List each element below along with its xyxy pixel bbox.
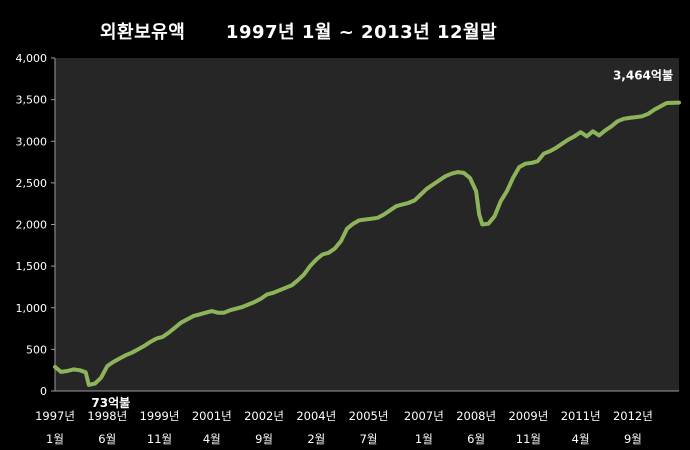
annotation-end: 3,464억불: [613, 69, 673, 83]
x-tick-month: 6월: [467, 432, 485, 446]
x-tick-year: 2011년: [561, 409, 601, 423]
x-tick-year: 2008년: [456, 409, 496, 423]
x-tick-month: 4월: [572, 432, 590, 446]
title-main: 외환보유액: [100, 22, 186, 43]
y-tick-label: 2,500: [16, 177, 48, 190]
x-tick-month: 6월: [98, 432, 116, 446]
plot-area: [55, 58, 679, 391]
x-tick-year: 1997년: [35, 409, 75, 423]
annotations: 73억불 3,464억불: [91, 69, 673, 410]
x-tick-year: 2005년: [349, 409, 389, 423]
series-line: [53, 100, 681, 387]
x-tick-month: 7월: [360, 432, 378, 446]
x-tick-month: 11월: [147, 432, 172, 446]
x-tick-month: 9월: [255, 432, 273, 446]
x-tick-year: 2009년: [508, 409, 548, 423]
y-tick-label: 500: [26, 343, 47, 356]
x-tick-year: 2004년: [296, 409, 336, 423]
y-tick-label: 2,000: [16, 219, 48, 232]
y-tick-label: 3,000: [16, 135, 48, 148]
x-tick-year: 1998년: [87, 409, 127, 423]
chart-title: 외환보유액 1997년 1월 ~ 2013년 12월말: [100, 18, 497, 44]
y-tick-label: 0: [40, 385, 47, 398]
y-tick-label: 4,000: [16, 52, 48, 65]
y-tick-label: 3,500: [16, 94, 48, 107]
x-tick-year: 2012년: [613, 409, 653, 423]
x-ticks: 1997년 1월 1998년 6월 1999년 11월 2001년 4월 2002년 9월 2004…: [35, 409, 653, 446]
y-ticks: 0 500 1,000 1,500 2,000 2,500 3,000 3,500 4,000: [16, 52, 55, 398]
y-tick-label: 1,000: [16, 302, 48, 315]
x-tick-year: 1999년: [140, 409, 180, 423]
y-tick-label: 1,500: [16, 260, 48, 273]
annotation-min: 73억불: [91, 396, 130, 410]
x-tick-year: 2001년: [192, 409, 232, 423]
x-tick-month: 1월: [415, 432, 433, 446]
x-tick-month: 9월: [624, 432, 642, 446]
x-tick-month: 4월: [203, 432, 221, 446]
x-tick-month: 11월: [516, 432, 541, 446]
x-tick-year: 2007년: [404, 409, 444, 423]
x-tick-year: 2002년: [244, 409, 284, 423]
x-tick-month: 1월: [46, 432, 64, 446]
x-tick-month: 2월: [307, 432, 325, 446]
title-range: 1997년 1월 ~ 2013년 12월말: [225, 22, 498, 43]
